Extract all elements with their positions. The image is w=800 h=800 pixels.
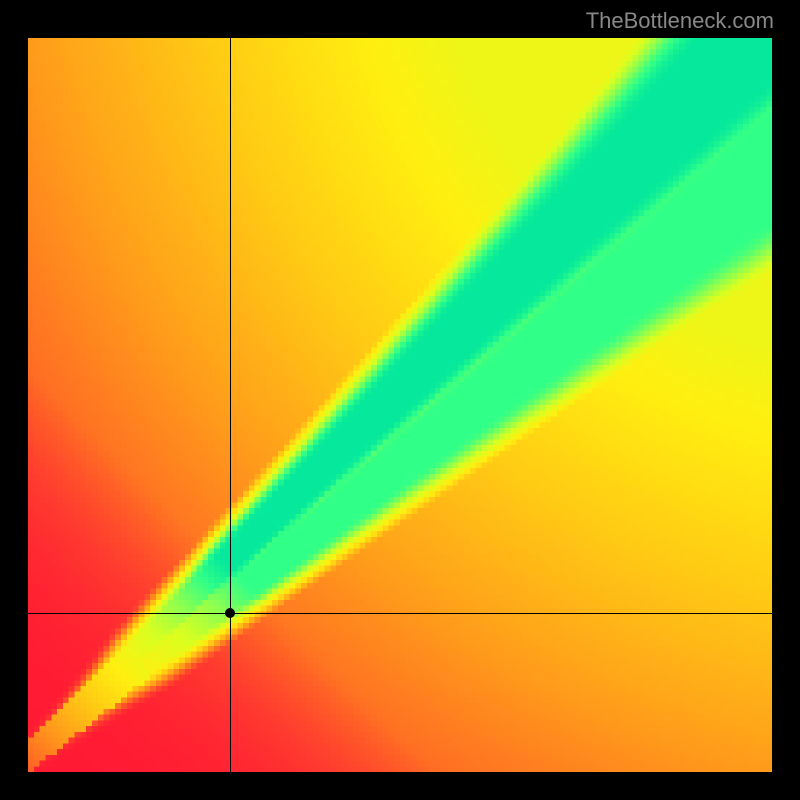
heatmap-plot: [28, 38, 772, 772]
watermark: TheBottleneck.com: [586, 8, 774, 34]
marker-dot: [225, 608, 235, 618]
crosshair-horizontal: [28, 613, 772, 614]
heatmap-canvas: [28, 38, 772, 772]
crosshair-vertical: [230, 38, 231, 772]
